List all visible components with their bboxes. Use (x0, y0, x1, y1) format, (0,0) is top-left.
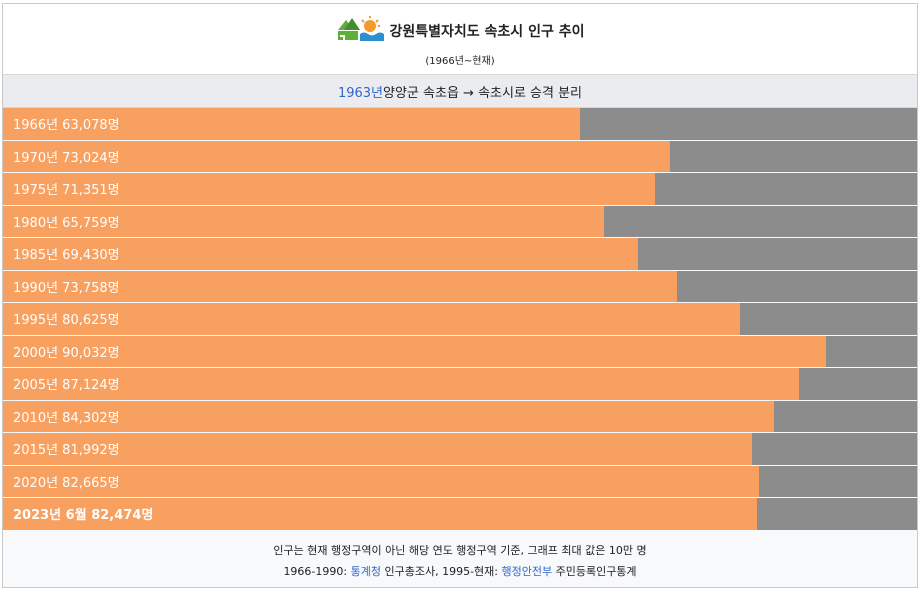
bar-label: 1995년 80,625명 (13, 313, 120, 329)
bar-label: 1990년 73,758명 (13, 280, 120, 296)
bar-label: 1970년 73,024명 (13, 150, 120, 166)
bar-row: 2023년 6월 82,474명 (3, 498, 917, 530)
footer-sources: 1966-1990: 통계청 인구총조사, 1995-현재: 행정안전부 주민등… (3, 563, 917, 579)
bar-row: 2000년 90,032명 (3, 335, 917, 367)
bar-row: 1985년 69,430명 (3, 238, 917, 270)
bar-fill (3, 368, 800, 400)
bar-label: 1985년 69,430명 (13, 248, 120, 264)
bar-fill (3, 335, 826, 367)
bar-fill (3, 400, 774, 432)
bar-row: 1975년 71,351명 (3, 173, 917, 205)
history-note: 1963년 양양군 속초읍 → 속초시로 승격 분리 (3, 75, 917, 108)
source-middle: 인구총조사, 1995-현재: (380, 565, 502, 578)
year-1963-link[interactable]: 1963년 (337, 85, 384, 101)
ministry-interior-link[interactable]: 행정안전부 (501, 565, 553, 578)
bar-fill (3, 205, 605, 237)
bar-fill (3, 303, 740, 335)
bar-label: 1980년 65,759명 (13, 215, 120, 231)
population-bars: 1966년 63,078명 1970년 73,024명 1975년 71,351명 1… (3, 108, 917, 531)
history-note-text: 양양군 속초읍 → 속초시로 승격 분리 (383, 85, 583, 101)
bar-row: 1980년 65,759명 (3, 205, 917, 237)
bar-label: 1966년 63,078명 (13, 118, 120, 134)
bar-fill (3, 465, 759, 497)
bar-row: 2015년 81,992명 (3, 433, 917, 465)
bar-fill (3, 498, 757, 530)
bar-row: 1970년 73,024명 (3, 140, 917, 172)
bar-label: 1975년 71,351명 (13, 183, 120, 199)
bar-row: 2020년 82,665명 (3, 465, 917, 497)
source-suffix: 주민등록인구통계 (552, 565, 637, 578)
bar-row: 2010년 84,302명 (3, 400, 917, 432)
statistics-korea-link[interactable]: 통계청 (350, 565, 381, 578)
bar-label: 2000년 90,032명 (13, 345, 120, 361)
bar-row: 1966년 63,078명 (3, 108, 917, 140)
footer-note: 인구는 현재 행정구역이 아닌 해당 연도 행정구역 기준, 그래프 최대 값은… (273, 544, 647, 557)
population-infobox: 강원특별자치도 속초시 인구 추이 (1966년~현재) 1963년 양양군 속… (2, 3, 918, 588)
bar-label: 2023년 6월 82,474명 (13, 508, 154, 524)
bar-fill (3, 108, 580, 140)
bar-row: 1995년 80,625명 (3, 303, 917, 335)
chart-subtitle: (1966년~현재) (425, 56, 495, 67)
bar-label: 2015년 81,992명 (13, 443, 120, 459)
bar-fill (3, 238, 638, 270)
source-prefix: 1966-1990: (283, 565, 351, 578)
title-row: 강원특별자치도 속초시 인구 추이 (3, 16, 917, 46)
bar-label: 2005년 87,124명 (13, 378, 120, 394)
gangwon-emblem-icon (336, 14, 384, 48)
bar-label: 2020년 82,665명 (13, 475, 120, 491)
bar-fill (3, 173, 656, 205)
chart-title: 강원특별자치도 속초시 인구 추이 (389, 24, 585, 40)
bar-fill (3, 433, 753, 465)
infobox-footer: 인구는 현재 행정구역이 아닌 해당 연도 행정구역 기준, 그래프 최대 값은… (3, 532, 917, 587)
bar-row: 2005년 87,124명 (3, 368, 917, 400)
bar-row: 1990년 73,758명 (3, 270, 917, 302)
infobox-header: 강원특별자치도 속초시 인구 추이 (1966년~현재) (3, 4, 917, 75)
bar-fill (3, 270, 678, 302)
bar-fill (3, 140, 671, 172)
bar-label: 2010년 84,302명 (13, 410, 120, 426)
